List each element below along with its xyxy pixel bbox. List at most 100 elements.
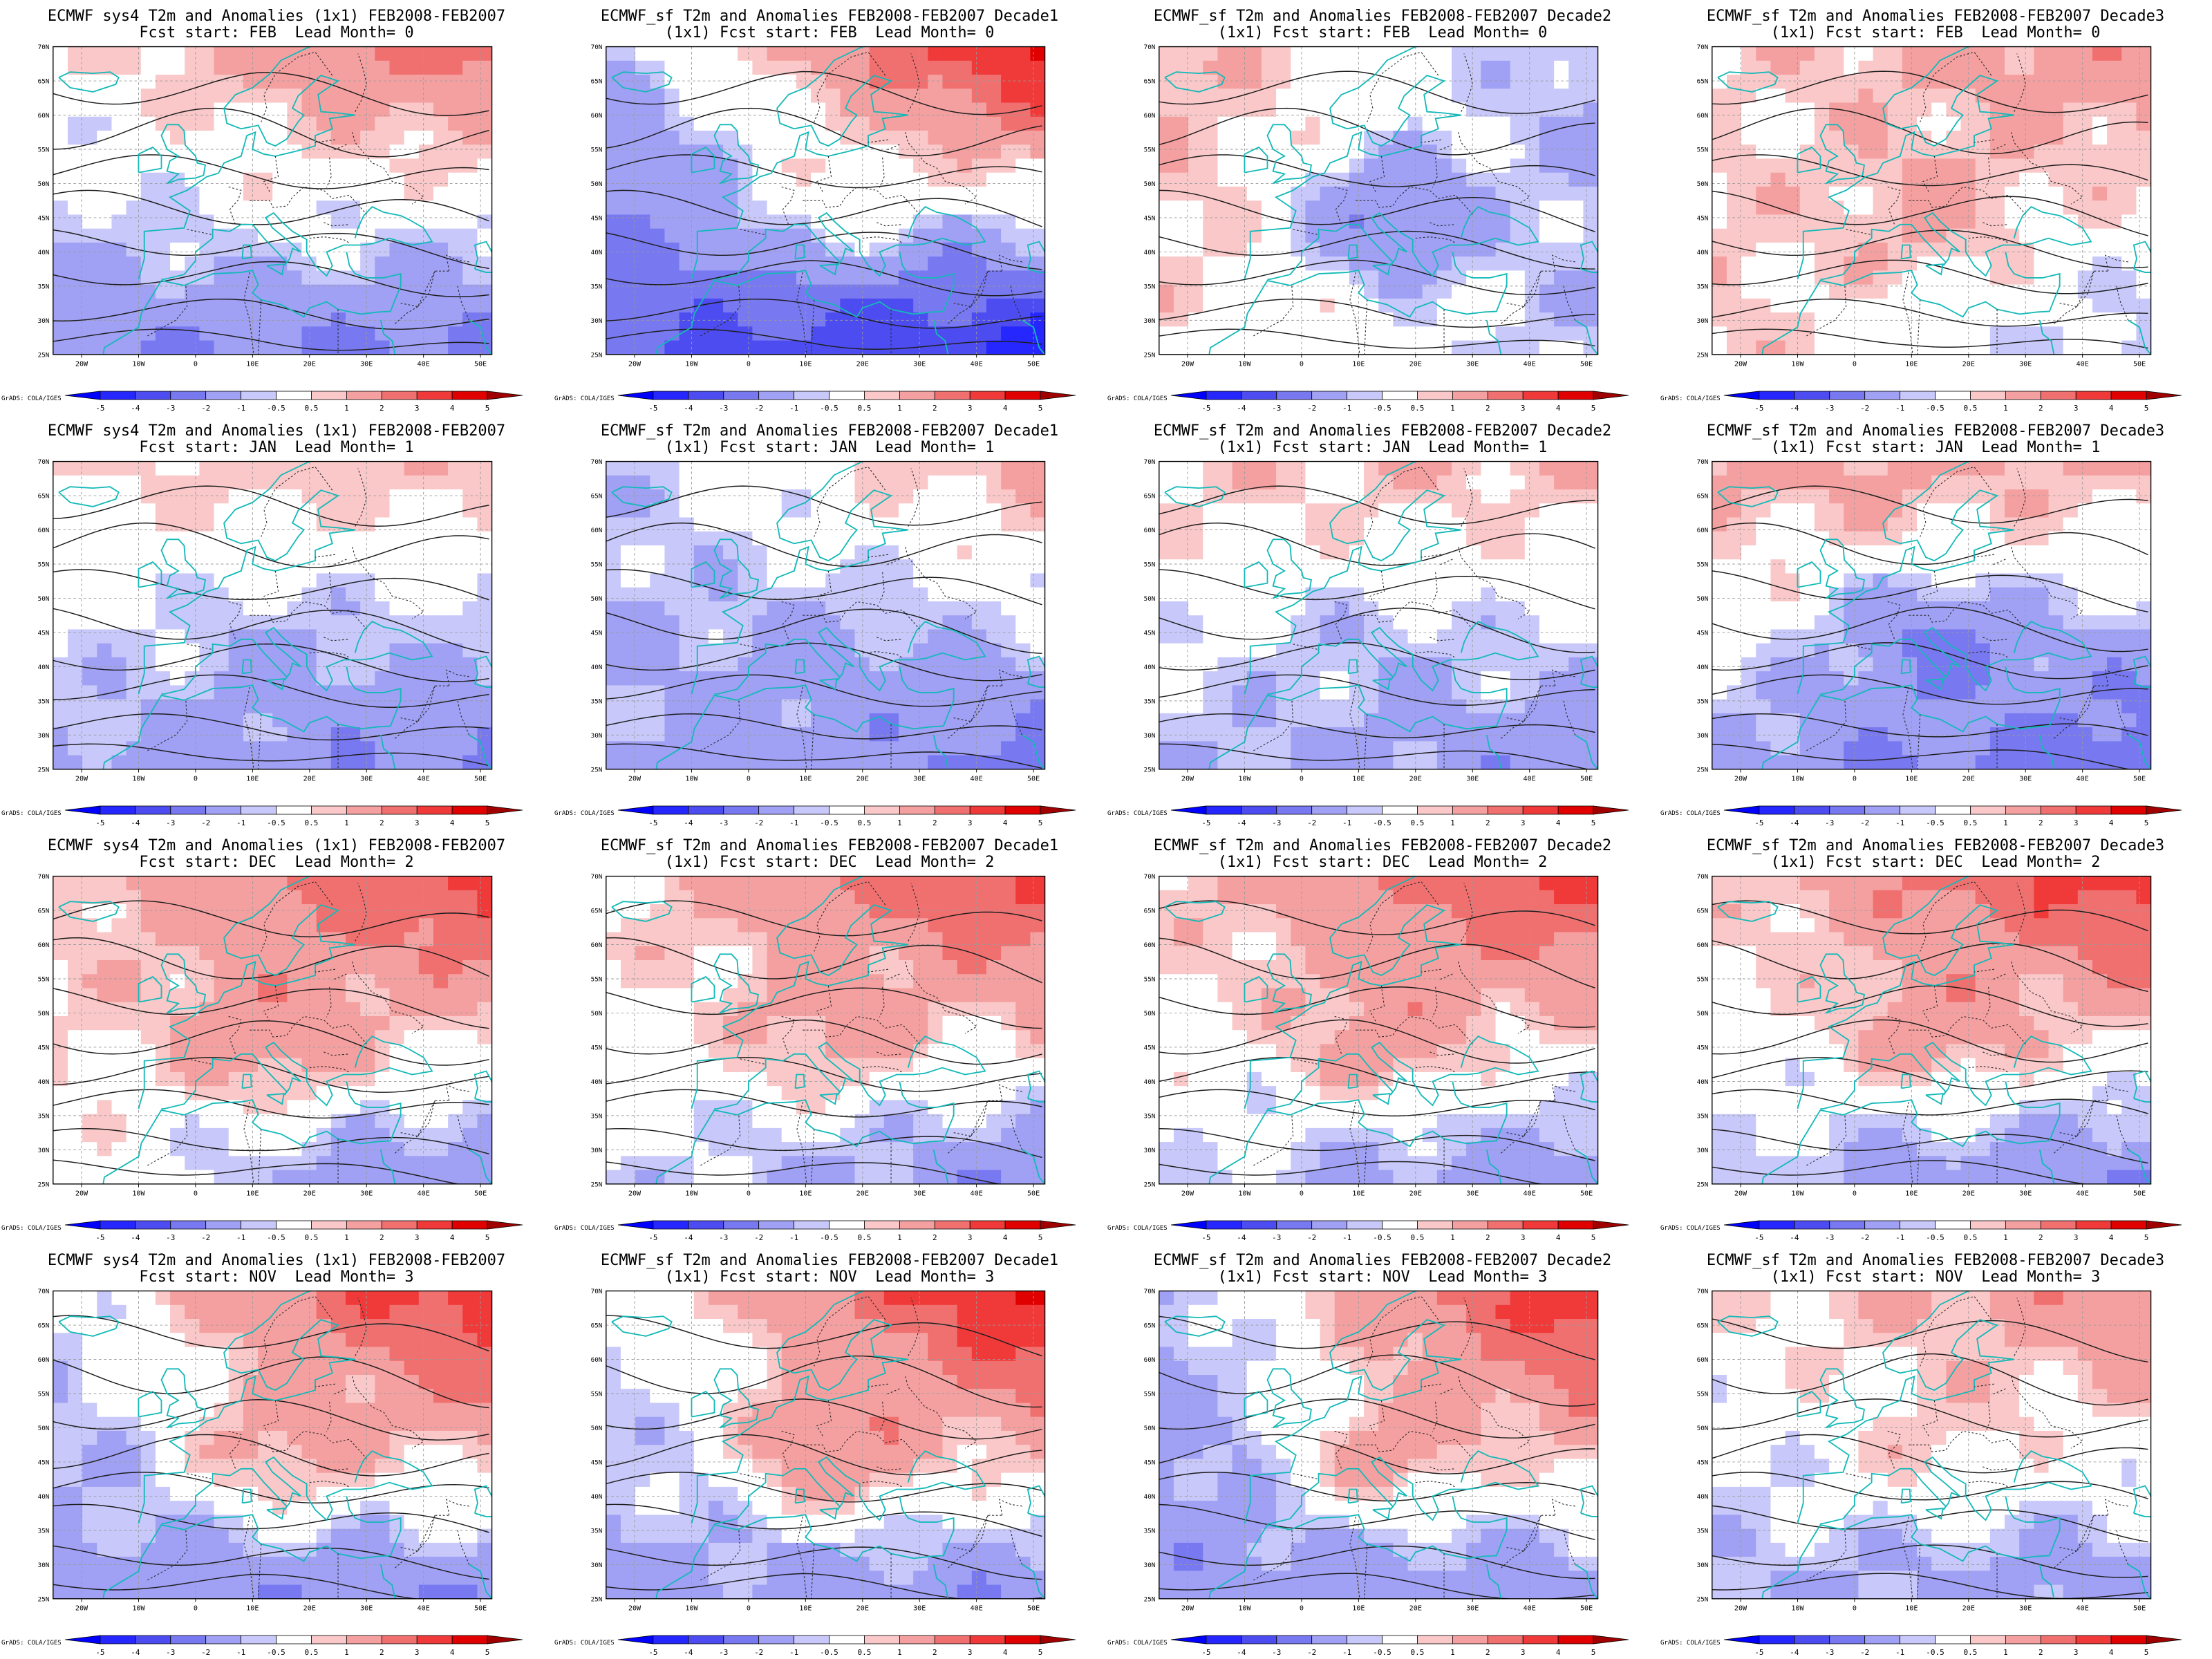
anomaly-cell [126, 312, 142, 327]
anomaly-cell [228, 573, 244, 588]
anomaly-cell [228, 270, 244, 285]
anomaly-cell [752, 657, 768, 672]
anomaly-cell [1799, 312, 1815, 327]
anomaly-cell [883, 461, 899, 476]
anomaly-cell [1188, 545, 1203, 560]
anomaly-cell [287, 671, 303, 686]
country-border [417, 270, 435, 307]
anomaly-cell [1844, 340, 1859, 355]
anomaly-cell [1261, 298, 1277, 313]
anomaly-cell [1770, 284, 1786, 299]
anomaly-cell [2019, 298, 2034, 313]
anomaly-cell [2019, 131, 2034, 145]
anomaly-cell [1887, 60, 1903, 75]
colorbar-tick-label: 1 [344, 818, 349, 827]
anomaly-cell [2121, 116, 2137, 131]
anomaly-cell [404, 46, 420, 62]
anomaly-cell [2077, 46, 2093, 62]
anomaly-cell [1291, 60, 1306, 75]
anomaly-cell [1173, 270, 1189, 285]
coastline [2128, 319, 2151, 355]
anomaly-cell [1960, 131, 1976, 145]
anomaly-cell [360, 559, 375, 574]
anomaly-cell [2077, 172, 2093, 187]
anomaly-cell [448, 531, 463, 546]
anomaly-cell [418, 186, 434, 201]
anomaly-cell [272, 298, 288, 313]
anomaly-cell [272, 601, 288, 616]
anomaly-cell [1246, 601, 1262, 616]
anomaly-cell [170, 489, 185, 504]
anomaly-cell [635, 755, 650, 769]
anomaly-cell [693, 629, 709, 644]
anomaly-cell [448, 75, 463, 89]
anomaly-cell [1539, 102, 1555, 118]
coastline [1717, 71, 1779, 93]
anomaly-cell [1334, 284, 1350, 299]
anomaly-cell [854, 200, 870, 215]
country-border [740, 644, 766, 650]
anomaly-cell [404, 601, 420, 616]
anomaly-cell [82, 144, 97, 160]
anomaly-cell [1188, 573, 1203, 588]
anomaly-cell [1393, 503, 1409, 518]
anomaly-cell [1466, 573, 1481, 588]
anomaly-cell [796, 186, 812, 201]
anomaly-cell [942, 102, 958, 118]
anomaly-cell [1015, 242, 1031, 257]
anomaly-cell [418, 587, 434, 602]
colorbar-tick-label: 2 [379, 818, 384, 827]
anomaly-cell [199, 158, 215, 174]
anomaly-cell [1554, 545, 1569, 560]
lat-tick-label: 25N [591, 767, 603, 774]
anomaly-cell [1217, 601, 1233, 616]
anomaly-cell [752, 242, 768, 257]
anomaly-cell [1261, 475, 1277, 490]
anomaly-cell [1246, 475, 1262, 490]
anomaly-cell [199, 741, 215, 756]
anomaly-cell [781, 699, 797, 714]
anomaly-cell [1539, 131, 1555, 145]
anomaly-cell [53, 340, 68, 355]
anomaly-map: 20W 10W 0 10E 20E 30E 40E 50E70N65N60N55N50N45N… [1144, 458, 1599, 782]
anomaly-cell [899, 60, 914, 75]
anomaly-cell [477, 601, 492, 616]
anomaly-cell [1495, 340, 1511, 355]
anomaly-cell [1887, 158, 1903, 174]
anomaly-cell [2048, 186, 2064, 201]
anomaly-cell [1960, 312, 1976, 327]
anomaly-cell [942, 713, 958, 728]
anomaly-cell [1799, 200, 1815, 215]
anomaly-cell [1407, 186, 1423, 201]
anomaly-cell [1276, 158, 1291, 174]
anomaly-cell [606, 200, 621, 215]
anomaly-cell [346, 489, 361, 504]
anomaly-cell [811, 545, 826, 560]
anomaly-cell [360, 587, 375, 602]
anomaly-cell [53, 601, 68, 616]
anomaly-cell [1232, 116, 1248, 131]
anomaly-cell [1305, 131, 1321, 145]
anomaly-cell [620, 559, 636, 574]
anomaly-cell [1756, 46, 1771, 62]
anomaly-cell [664, 685, 680, 700]
anomaly-cell [942, 214, 958, 229]
anomaly-cell [330, 158, 346, 174]
anomaly-cell [1203, 186, 1218, 201]
anomaly-cell [1276, 326, 1291, 341]
anomaly-cell [185, 158, 200, 174]
anomaly-cell [1030, 545, 1045, 560]
anomaly-cell [155, 214, 171, 229]
anomaly-cell [1495, 214, 1511, 229]
anomaly-cell [1583, 326, 1598, 341]
anomaly-cell [1261, 88, 1277, 104]
colorbar-swatch [688, 805, 724, 815]
anomaly-cell [1349, 60, 1365, 75]
anomaly-cell [1726, 256, 1742, 271]
anomaly-cell [1756, 214, 1771, 229]
anomaly-cell [1975, 228, 1991, 243]
anomaly-cell [1554, 615, 1569, 630]
anomaly-cell [1726, 186, 1742, 201]
anomaly-cell [957, 242, 973, 257]
anomaly-cell [957, 503, 973, 518]
